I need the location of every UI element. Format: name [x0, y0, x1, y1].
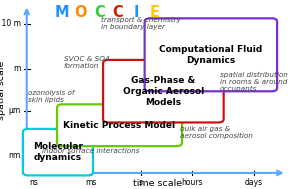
Text: days: days: [245, 178, 263, 187]
Text: E: E: [149, 5, 159, 20]
Text: s: s: [139, 178, 143, 187]
Text: ozonolysis of
skin lipids: ozonolysis of skin lipids: [28, 90, 75, 103]
Text: hours: hours: [181, 178, 202, 187]
Text: indoor surface interactions: indoor surface interactions: [42, 148, 139, 154]
FancyBboxPatch shape: [23, 129, 93, 175]
Text: m: m: [13, 64, 21, 74]
Text: spatial distribution
in rooms & around
occupants: spatial distribution in rooms & around o…: [220, 72, 288, 92]
FancyBboxPatch shape: [57, 104, 182, 146]
Text: SVOC & SOA
formation: SVOC & SOA formation: [64, 56, 110, 69]
Text: C: C: [112, 5, 123, 20]
Text: M: M: [55, 5, 70, 20]
Text: I: I: [133, 5, 139, 20]
Text: time scale: time scale: [133, 179, 182, 188]
Text: Molecular
dynamics: Molecular dynamics: [33, 142, 83, 162]
Text: ns: ns: [30, 178, 39, 187]
FancyBboxPatch shape: [145, 18, 277, 91]
Text: ms: ms: [85, 178, 96, 187]
Text: Gas-Phase &
Organic Aerosol
Models: Gas-Phase & Organic Aerosol Models: [123, 76, 204, 107]
Text: μm: μm: [9, 106, 21, 115]
Text: Kinetic Process Model: Kinetic Process Model: [64, 121, 176, 130]
Text: O: O: [75, 5, 87, 20]
Text: C: C: [94, 5, 105, 20]
Text: nm: nm: [9, 151, 21, 160]
Text: transport & chemistry
in boundary layer: transport & chemistry in boundary layer: [101, 17, 181, 30]
Text: > 10 m: > 10 m: [0, 19, 21, 28]
Text: bulk air gas &
aerosol composition: bulk air gas & aerosol composition: [180, 126, 252, 139]
Text: spatial scale: spatial scale: [0, 61, 6, 120]
Text: Computational Fluid
Dynamics: Computational Fluid Dynamics: [159, 45, 263, 65]
FancyBboxPatch shape: [103, 60, 224, 122]
